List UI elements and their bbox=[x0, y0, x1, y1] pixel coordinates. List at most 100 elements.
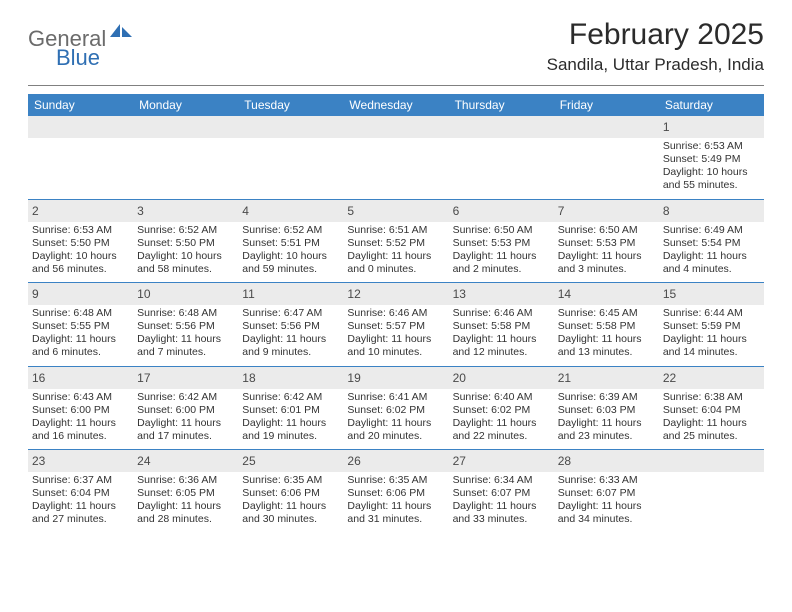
calendar-cell: 20 Sunrise: 6:40 AMSunset: 6:02 PMDayligh… bbox=[449, 367, 554, 450]
day-number-row: 6 bbox=[449, 200, 554, 222]
calendar-cell: 1Sunrise: 6:53 AMSunset: 5:49 PMDaylight… bbox=[659, 116, 764, 199]
cell-day_b: and 3 minutes. bbox=[558, 263, 655, 276]
day-number-row: . bbox=[133, 116, 238, 138]
cell-sunrise: Sunrise: 6:42 AM bbox=[242, 391, 339, 404]
calendar-cell: 19Sunrise: 6:41 AMSunset: 6:02 PMDayligh… bbox=[343, 367, 448, 450]
cell-sunset: Sunset: 5:57 PM bbox=[347, 320, 444, 333]
cell-day_a: Daylight: 11 hours bbox=[558, 417, 655, 430]
day-number: 6 bbox=[453, 204, 460, 218]
cell-day_a: Daylight: 11 hours bbox=[347, 500, 444, 513]
cell-day_b: and 27 minutes. bbox=[32, 513, 129, 526]
day-number: 23 bbox=[32, 454, 45, 468]
cell-sunrise: Sunrise: 6:53 AM bbox=[663, 140, 760, 153]
day-number: 16 bbox=[32, 371, 45, 385]
calendar-cell: 9Sunrise: 6:48 AMSunset: 5:55 PMDaylight… bbox=[28, 283, 133, 366]
cell-day_b: and 28 minutes. bbox=[137, 513, 234, 526]
cell-day_a: Daylight: 11 hours bbox=[347, 333, 444, 346]
cell-day_a: Daylight: 11 hours bbox=[663, 417, 760, 430]
cell-day_b: and 7 minutes. bbox=[137, 346, 234, 359]
calendar-cell: . bbox=[343, 116, 448, 199]
day-number-row: 2 bbox=[28, 200, 133, 222]
day-number: 22 bbox=[663, 371, 676, 385]
cell-sunset: Sunset: 6:02 PM bbox=[453, 404, 550, 417]
cell-sunrise: Sunrise: 6:41 AM bbox=[347, 391, 444, 404]
cell-sunset: Sunset: 5:54 PM bbox=[663, 237, 760, 250]
cell-day_a: Daylight: 11 hours bbox=[32, 333, 129, 346]
day-number: 28 bbox=[558, 454, 571, 468]
cell-day_a: Daylight: 11 hours bbox=[663, 333, 760, 346]
cell-day_a: Daylight: 10 hours bbox=[663, 166, 760, 179]
calendar-cell: . bbox=[554, 116, 659, 199]
cell-sunrise: Sunrise: 6:40 AM bbox=[453, 391, 550, 404]
day-number: 20 bbox=[453, 371, 466, 385]
calendar-cell: 24Sunrise: 6:36 AMSunset: 6:05 PMDayligh… bbox=[133, 450, 238, 533]
cell-day_b: and 0 minutes. bbox=[347, 263, 444, 276]
cell-day_a: Daylight: 10 hours bbox=[137, 250, 234, 263]
day-number-row: 4 bbox=[238, 200, 343, 222]
cell-day_a: Daylight: 11 hours bbox=[347, 417, 444, 430]
calendar-cell: 15Sunrise: 6:44 AMSunset: 5:59 PMDayligh… bbox=[659, 283, 764, 366]
cell-sunrise: Sunrise: 6:39 AM bbox=[558, 391, 655, 404]
day-number: 14 bbox=[558, 287, 571, 301]
day-number-row: 14 bbox=[554, 283, 659, 305]
day-number: 17 bbox=[137, 371, 150, 385]
cell-sunset: Sunset: 5:59 PM bbox=[663, 320, 760, 333]
cell-sunrise: Sunrise: 6:38 AM bbox=[663, 391, 760, 404]
calendar-cell: 2Sunrise: 6:53 AMSunset: 5:50 PMDaylight… bbox=[28, 200, 133, 283]
calendar-cell: 27Sunrise: 6:34 AMSunset: 6:07 PMDayligh… bbox=[449, 450, 554, 533]
cell-day_b: and 33 minutes. bbox=[453, 513, 550, 526]
calendar-week: 2Sunrise: 6:53 AMSunset: 5:50 PMDaylight… bbox=[28, 199, 764, 283]
cell-day_b: and 10 minutes. bbox=[347, 346, 444, 359]
day-number: 1 bbox=[663, 120, 670, 134]
cell-sunrise: Sunrise: 6:50 AM bbox=[558, 224, 655, 237]
cell-day_b: and 20 minutes. bbox=[347, 430, 444, 443]
cell-sunrise: Sunrise: 6:52 AM bbox=[242, 224, 339, 237]
cell-day_a: Daylight: 11 hours bbox=[242, 500, 339, 513]
day-number-row: . bbox=[238, 116, 343, 138]
location-subtitle: Sandila, Uttar Pradesh, India bbox=[547, 55, 764, 75]
calendar-page: General February 2025 Sandila, Uttar Pra… bbox=[0, 0, 792, 551]
cell-sunset: Sunset: 6:03 PM bbox=[558, 404, 655, 417]
cell-sunset: Sunset: 6:07 PM bbox=[453, 487, 550, 500]
cell-day_a: Daylight: 11 hours bbox=[453, 333, 550, 346]
header-rule bbox=[28, 85, 764, 86]
cell-sunrise: Sunrise: 6:48 AM bbox=[137, 307, 234, 320]
day-number-row: 23 bbox=[28, 450, 133, 472]
calendar-cell: 7Sunrise: 6:50 AMSunset: 5:53 PMDaylight… bbox=[554, 200, 659, 283]
day-number: 27 bbox=[453, 454, 466, 468]
calendar-cell: 16Sunrise: 6:43 AMSunset: 6:00 PMDayligh… bbox=[28, 367, 133, 450]
calendar-cell: 22Sunrise: 6:38 AMSunset: 6:04 PMDayligh… bbox=[659, 367, 764, 450]
cell-day_a: Daylight: 11 hours bbox=[558, 500, 655, 513]
day-number: 8 bbox=[663, 204, 670, 218]
cell-day_a: Daylight: 11 hours bbox=[32, 417, 129, 430]
cell-day_a: Daylight: 11 hours bbox=[453, 417, 550, 430]
cell-sunrise: Sunrise: 6:48 AM bbox=[32, 307, 129, 320]
day-number-row: 18 bbox=[238, 367, 343, 389]
cell-sunrise: Sunrise: 6:46 AM bbox=[453, 307, 550, 320]
header-titles: February 2025 Sandila, Uttar Pradesh, In… bbox=[547, 18, 764, 75]
day-number: 13 bbox=[453, 287, 466, 301]
calendar-cell: 21Sunrise: 6:39 AMSunset: 6:03 PMDayligh… bbox=[554, 367, 659, 450]
day-number-row: 22 bbox=[659, 367, 764, 389]
day-number-row: 12 bbox=[343, 283, 448, 305]
day-number-row: . bbox=[554, 116, 659, 138]
calendar-week: 9Sunrise: 6:48 AMSunset: 5:55 PMDaylight… bbox=[28, 282, 764, 366]
calendar-cell: 17Sunrise: 6:42 AMSunset: 6:00 PMDayligh… bbox=[133, 367, 238, 450]
cell-sunset: Sunset: 5:58 PM bbox=[453, 320, 550, 333]
day-of-week-header: Sunday Monday Tuesday Wednesday Thursday… bbox=[28, 94, 764, 116]
cell-day_a: Daylight: 11 hours bbox=[242, 333, 339, 346]
day-number: 4 bbox=[242, 204, 249, 218]
day-number-row: 19 bbox=[343, 367, 448, 389]
cell-day_b: and 59 minutes. bbox=[242, 263, 339, 276]
calendar-week: 16Sunrise: 6:43 AMSunset: 6:00 PMDayligh… bbox=[28, 366, 764, 450]
calendar-cell: 14Sunrise: 6:45 AMSunset: 5:58 PMDayligh… bbox=[554, 283, 659, 366]
cell-day_a: Daylight: 11 hours bbox=[558, 250, 655, 263]
calendar-cell: . bbox=[238, 116, 343, 199]
day-number: 19 bbox=[347, 371, 360, 385]
calendar-cell: 26Sunrise: 6:35 AMSunset: 6:06 PMDayligh… bbox=[343, 450, 448, 533]
cell-day_b: and 6 minutes. bbox=[32, 346, 129, 359]
cell-day_b: and 55 minutes. bbox=[663, 179, 760, 192]
day-number-row: 20 bbox=[449, 367, 554, 389]
cell-sunrise: Sunrise: 6:52 AM bbox=[137, 224, 234, 237]
day-number-row: 1 bbox=[659, 116, 764, 138]
